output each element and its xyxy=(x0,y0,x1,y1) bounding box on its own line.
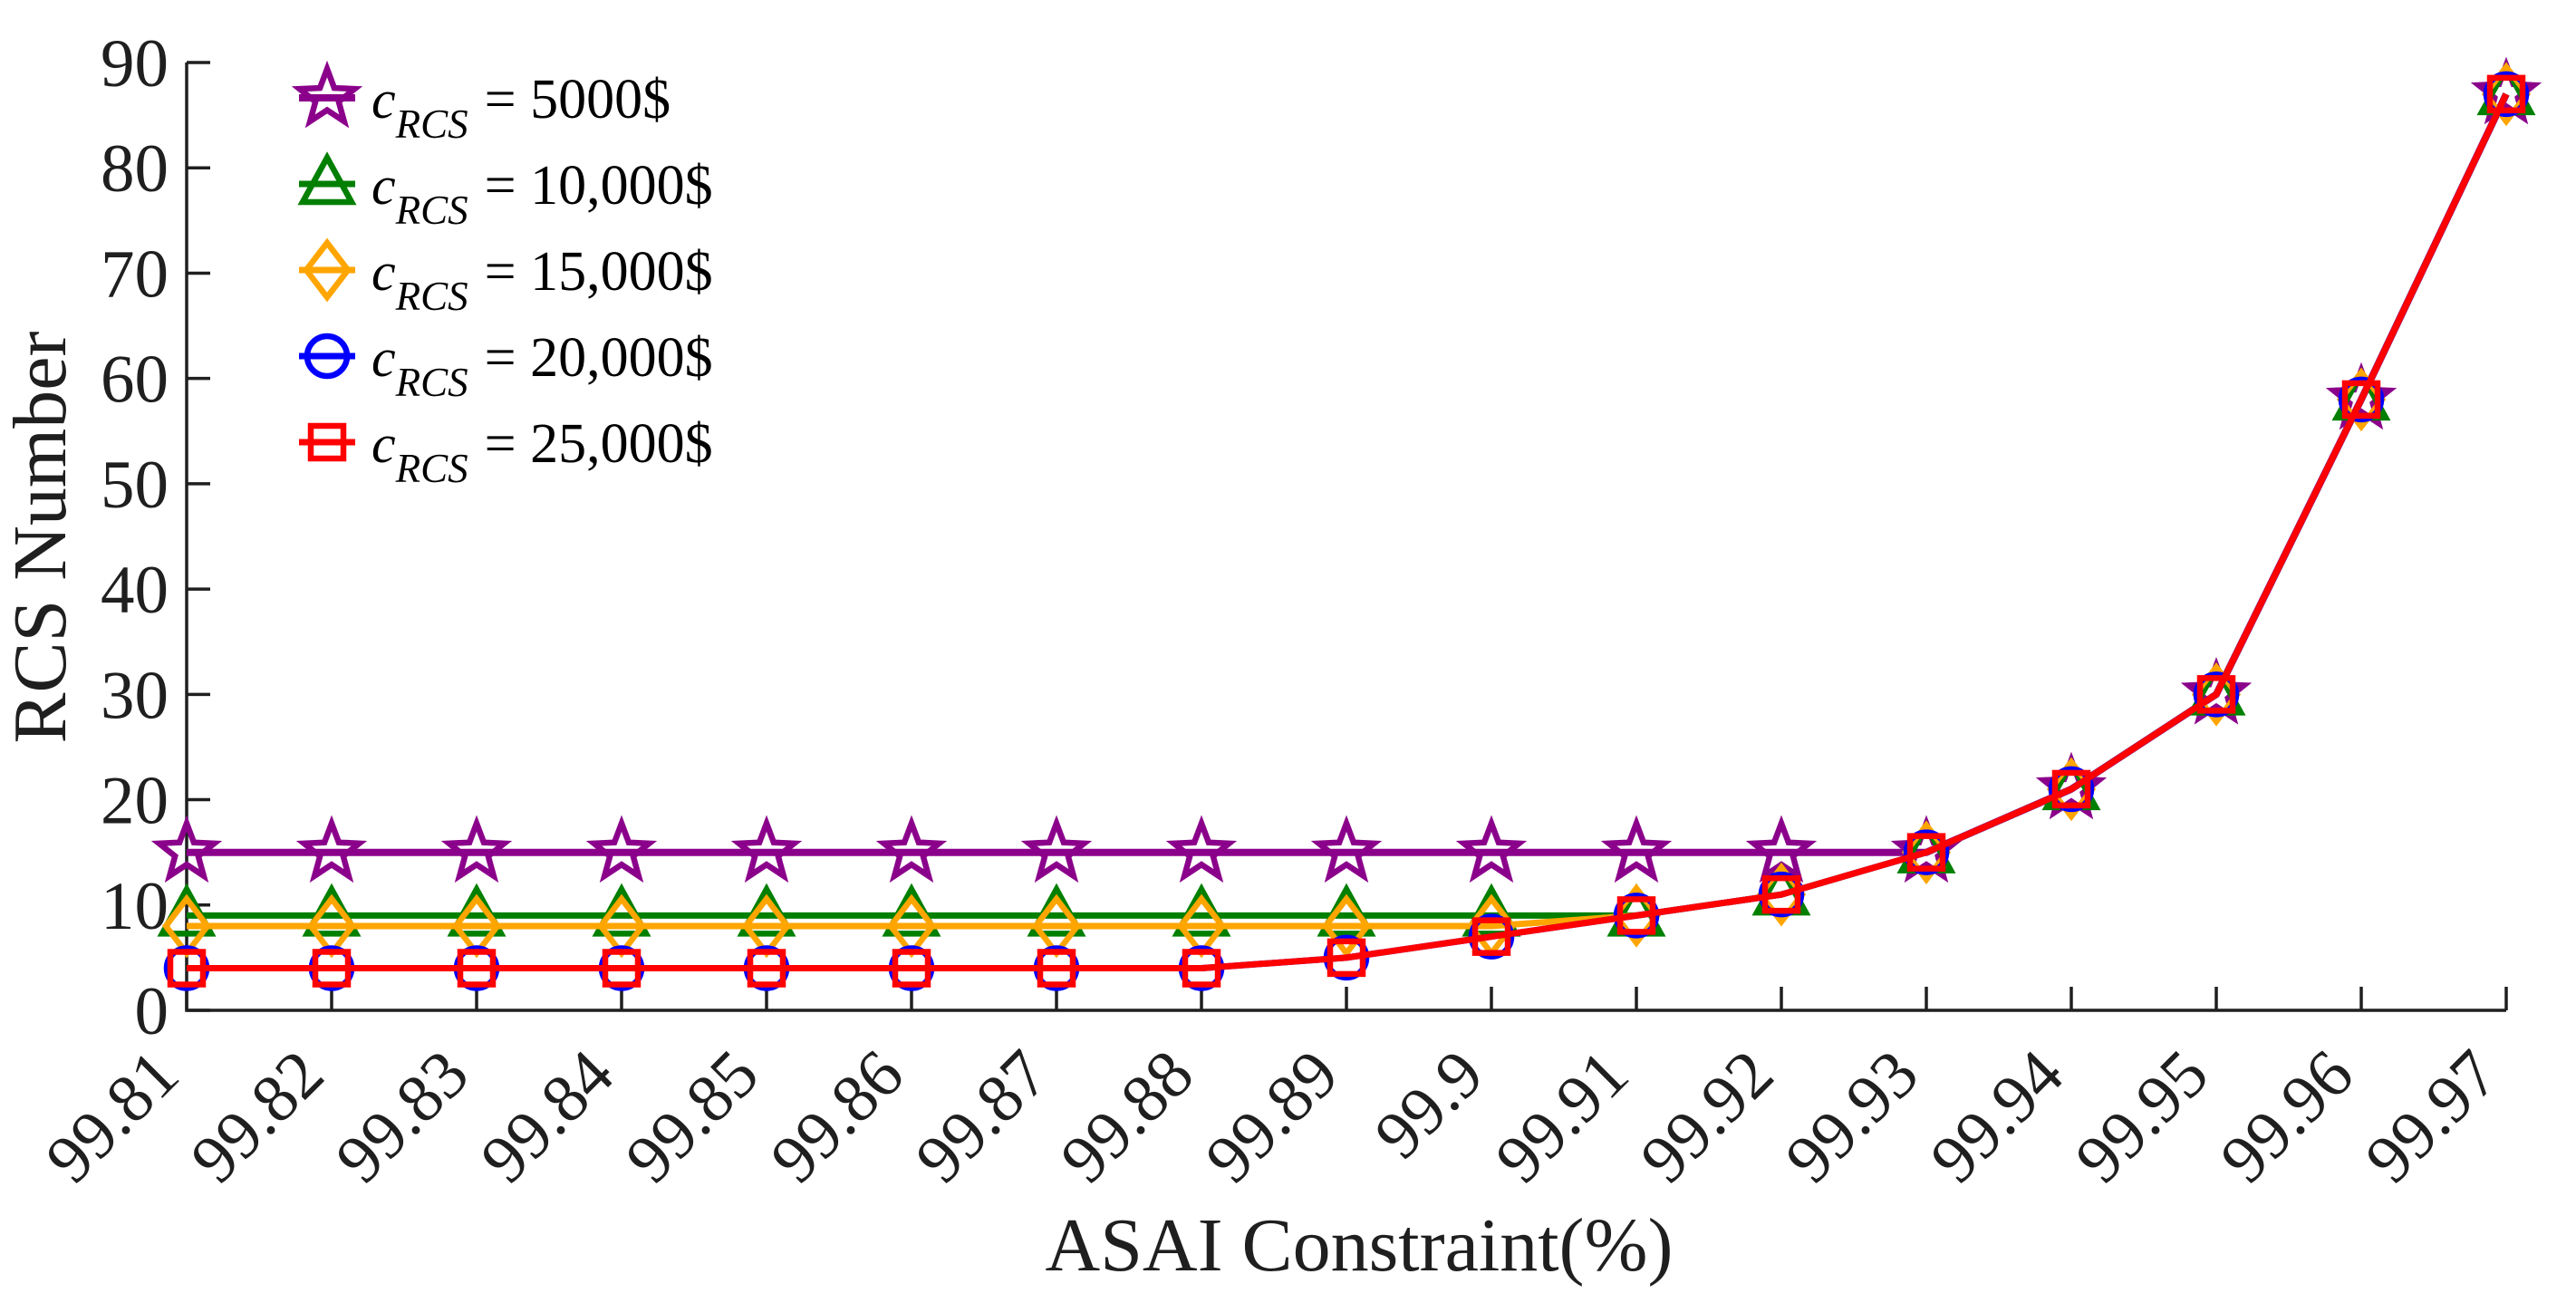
series-layer xyxy=(150,56,2542,991)
legend-marker-triangle xyxy=(297,151,357,206)
data-point-square xyxy=(457,949,497,988)
x-axis-label: ASAI Constraint(%) xyxy=(1046,1203,1674,1288)
y-tick-label: 50 xyxy=(101,448,169,523)
x-tick-label: 99.91 xyxy=(1481,1036,1643,1197)
legend-marker-square xyxy=(307,422,347,462)
legend-label: cRCS = 20,000$ xyxy=(371,327,713,405)
y-tick-label: 30 xyxy=(101,658,169,733)
data-point-square xyxy=(2051,769,2091,809)
x-tick-label: 99.83 xyxy=(322,1036,483,1197)
x-tick-label: 99.94 xyxy=(1916,1036,2078,1197)
data-point-star xyxy=(150,815,223,883)
data-point-square xyxy=(2196,675,2236,714)
y-tick-label: 70 xyxy=(101,236,169,312)
y-tick-label: 20 xyxy=(101,764,169,839)
x-tick-label: 99.93 xyxy=(1771,1036,1933,1197)
series-line-diamond xyxy=(187,92,2510,930)
legend-marker-circle xyxy=(304,333,351,380)
data-point-star xyxy=(440,815,513,883)
data-point-star xyxy=(1600,815,1673,883)
legend-marker-star xyxy=(291,60,363,129)
data-point-square xyxy=(892,949,931,988)
data-point-square xyxy=(2486,74,2526,114)
y-tick-label: 80 xyxy=(101,131,169,207)
legend-label: cRCS = 25,000$ xyxy=(371,413,713,491)
series-line-triangle xyxy=(187,92,2510,919)
data-point-star xyxy=(1310,815,1383,883)
legend-marker-diamond xyxy=(302,237,352,303)
x-tick-label: 99.89 xyxy=(1192,1036,1353,1197)
data-point-circle xyxy=(2338,376,2385,423)
data-point-square xyxy=(1616,896,1656,935)
y-tick-label: 0 xyxy=(135,974,169,1049)
x-tick-label: 99.86 xyxy=(757,1036,918,1197)
data-point-square xyxy=(312,949,352,988)
data-point-square xyxy=(747,949,786,988)
x-tick-label: 99.84 xyxy=(467,1036,628,1197)
data-point-star xyxy=(1165,815,1238,883)
data-point-star xyxy=(875,815,948,883)
x-tick-label: 99.82 xyxy=(177,1036,338,1197)
legend-label: cRCS = 5000$ xyxy=(371,69,671,147)
x-tick-label: 99.9 xyxy=(1361,1036,1498,1173)
data-point-square xyxy=(1906,833,1946,872)
y-tick-label: 60 xyxy=(101,343,169,418)
x-tick-label: 99.92 xyxy=(1626,1036,1788,1197)
data-point-star xyxy=(295,815,368,883)
data-point-circle xyxy=(2193,671,2240,718)
y-tick-label: 10 xyxy=(101,869,169,944)
data-point-square xyxy=(1327,938,1366,978)
x-tick-label: 99.87 xyxy=(902,1036,1063,1197)
data-point-star xyxy=(1020,815,1093,883)
x-tick-label: 99.95 xyxy=(2061,1036,2223,1197)
data-point-circle xyxy=(2483,71,2530,118)
axis-ticks xyxy=(185,61,2508,1012)
data-point-square xyxy=(602,949,642,988)
data-point-star xyxy=(730,815,803,883)
data-point-square xyxy=(1037,949,1076,988)
data-point-square xyxy=(167,949,207,988)
legend-entry: cRCS = 15,000$ xyxy=(299,237,713,319)
legend: cRCS = 5000$ cRCS = 10,000$ cRCS = 15,000$ cRC… xyxy=(291,60,713,491)
data-point-star xyxy=(585,815,658,883)
x-tick-label: 99.81 xyxy=(32,1036,193,1197)
series-line-square xyxy=(187,92,2510,971)
y-axis-label: RCS Number xyxy=(0,331,82,743)
y-tick-label: 40 xyxy=(101,553,169,628)
data-point-square xyxy=(1182,949,1221,988)
legend-entry: cRCS = 5000$ xyxy=(291,60,671,147)
legend-entry: cRCS = 10,000$ xyxy=(297,151,713,233)
legend-label: cRCS = 10,000$ xyxy=(371,155,713,233)
x-tick-label: 99.85 xyxy=(612,1036,773,1197)
x-tick-label: 99.88 xyxy=(1047,1036,1208,1197)
data-point-square xyxy=(2341,380,2381,420)
series-line-circle xyxy=(187,92,2510,971)
data-point-star xyxy=(1455,815,1528,883)
data-point-square xyxy=(1761,874,1801,914)
legend-label: cRCS = 15,000$ xyxy=(371,241,713,319)
x-tick-label: 99.97 xyxy=(2351,1036,2513,1197)
data-point-circle xyxy=(1903,829,1950,875)
legend-entry: cRCS = 25,000$ xyxy=(299,413,713,491)
legend-entry: cRCS = 20,000$ xyxy=(299,327,713,405)
x-tick-label: 99.96 xyxy=(2206,1036,2368,1197)
y-tick-label: 90 xyxy=(101,26,169,101)
data-point-diamond xyxy=(1321,893,1372,959)
data-point-square xyxy=(1471,917,1511,956)
data-point-circle xyxy=(2048,766,2095,813)
